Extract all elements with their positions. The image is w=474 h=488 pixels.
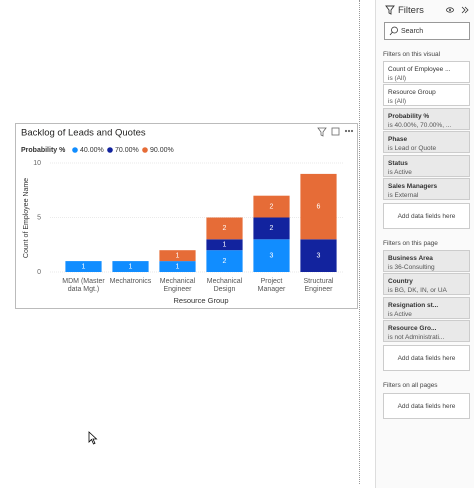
filter-card-summary: is BG, DK, IN, or UA [388, 287, 447, 294]
filter-card[interactable]: Resource Gro... is not Administrati... [383, 320, 470, 342]
bar-segment [253, 195, 290, 218]
filter-card-summary: is Lead or Quote [388, 145, 437, 152]
filter-card-summary: is Active [388, 168, 412, 176]
y-tick-label: 10 [33, 160, 41, 167]
bar-segment [112, 261, 149, 272]
data-label: 2 [223, 225, 227, 232]
filter-card-summary: is (All) [388, 74, 407, 82]
x-tick-label: MDM (Master data Mgt.) [62, 278, 105, 293]
bar-segment [206, 217, 243, 240]
search-box[interactable]: Search [384, 22, 470, 40]
filter-card-summary: is 36-Consulting [388, 263, 435, 271]
data-label: 2 [223, 258, 227, 265]
bar-segment [159, 250, 196, 262]
data-label: 3 [270, 252, 274, 259]
legend-label: 70.00% [115, 147, 139, 154]
filters-pane: Filters Search Filters on this visual Cou… [375, 0, 474, 488]
filter-card-title: Sales Managers [388, 183, 438, 190]
filter-card-summary: is (All) [388, 98, 407, 105]
filter-card[interactable]: Sales Managers is External [383, 178, 470, 200]
data-label: 1 [176, 252, 180, 259]
legend-label: 40.00% [80, 147, 104, 154]
filter-card[interactable]: Phase is Lead or Quote [383, 131, 470, 153]
search-icon [389, 26, 398, 36]
filter-card-summary: is Active [388, 310, 412, 318]
x-axis-title: Resource Group [173, 296, 228, 305]
data-label: 2 [270, 203, 274, 210]
y-tick-label: 0 [37, 269, 41, 276]
bar-segment [253, 217, 290, 240]
filter-card-title: Probability % [388, 112, 430, 120]
filter-card-title: Resource Group [388, 89, 436, 96]
filter-card[interactable]: Count of Employee ... is (All) [383, 60, 470, 83]
filter-card-title: Count of Employee ... [388, 65, 451, 73]
data-label: 1 [82, 263, 86, 270]
legend-label: 90.00% [150, 147, 174, 154]
visual[interactable]: Backlog of Leads and Quotes Probability … [15, 123, 358, 309]
add-data-fields[interactable]: Add data fields here [383, 393, 470, 419]
filter-card[interactable]: Business Area is 36-Consulting [383, 249, 470, 272]
filter-card-title: Business Area [388, 254, 433, 262]
bar-segment [206, 250, 243, 272]
filter-card-summary: is not Administrati... [388, 334, 445, 341]
filter-card-title: Resource Gro... [388, 325, 437, 332]
filter-card[interactable]: Country is BG, DK, IN, or UA [383, 273, 470, 295]
data-label: 1 [129, 263, 133, 270]
pane-icons[interactable] [446, 5, 472, 15]
filter-card[interactable]: Probability % is 40.00%, 70.00%, ... [383, 107, 470, 130]
mouse-cursor [88, 431, 98, 445]
bar-segment [300, 173, 337, 240]
filter-card-summary: is 40.00%, 70.00%, ... [388, 121, 452, 129]
add-data-fields[interactable]: Add data fields here [383, 203, 470, 229]
filter-sections: Filters on this visual Count of Employee … [376, 49, 474, 419]
y-axis-title: Count of Employee Name [23, 178, 30, 258]
x-tick-label: Project Manager [257, 278, 286, 293]
x-tick-label: Mechatronics [109, 278, 152, 285]
legend-marker [72, 147, 78, 153]
filters-title: Filters [398, 4, 424, 16]
data-label: 6 [317, 203, 321, 210]
y-tick-label: 5 [37, 214, 41, 221]
legend-marker [107, 147, 113, 153]
chart-title: Backlog of Leads and Quotes [21, 128, 146, 139]
data-label: 2 [270, 225, 274, 232]
section-heading: Filters on this visual [383, 50, 441, 58]
filter-card-summary: is External [388, 192, 419, 199]
filter-card-title: Country [388, 278, 413, 285]
x-tick-label: Mechanical Engineer [159, 278, 196, 293]
chart: Backlog of Leads and Quotes Probability … [21, 127, 354, 305]
filter-card[interactable]: Resource Group is (All) [383, 84, 470, 106]
x-tick-label: Structural Engineer [303, 278, 334, 293]
bar-segment [300, 239, 337, 272]
x-tick-label: Mechanical Design [206, 278, 243, 293]
filter-icon [385, 5, 395, 15]
bar-segment [206, 239, 243, 251]
canvas-edge [359, 0, 360, 484]
filter-card-title: Phase [388, 136, 408, 143]
search-placeholder: Search [401, 27, 424, 35]
filter-card-title: Resignation st... [388, 301, 439, 309]
filter-card-title: Status [388, 159, 408, 167]
filter-card[interactable]: Status is Active [383, 154, 470, 177]
filter-card[interactable]: Resignation st... is Active [383, 296, 470, 319]
visual-header-icons [317, 127, 354, 137]
legend-marker [142, 147, 148, 153]
bar-segment [65, 261, 102, 272]
legend-title: Probability % [21, 147, 66, 154]
data-label: 3 [317, 252, 321, 259]
bar-segment [159, 261, 196, 272]
filters-header: Filters [376, 0, 474, 20]
add-data-fields[interactable]: Add data fields here [383, 345, 470, 371]
section-heading: Filters on all pages [383, 381, 438, 389]
section-heading: Filters on this page [383, 239, 438, 247]
bar-segment [253, 239, 290, 272]
data-label: 1 [223, 242, 227, 249]
data-label: 1 [176, 263, 180, 270]
